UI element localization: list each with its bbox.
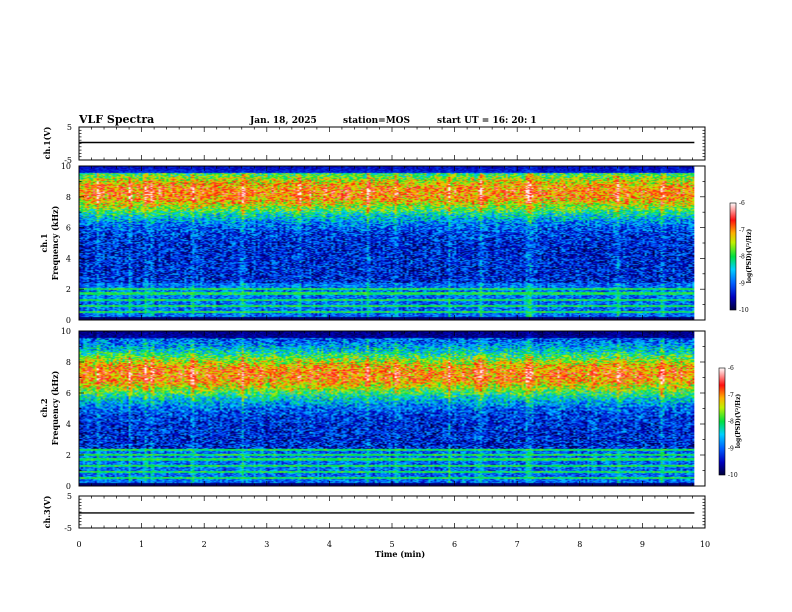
ch1-ytick-label: 6 — [66, 224, 71, 233]
ch2-colorbar-tick-label: -6 — [728, 365, 734, 372]
ch1-voltage-panel: 5 -5 ch.1(V) — [42, 123, 706, 165]
ch2-colorbar-ticks: -6 -7 -8 -9 -10 — [728, 365, 738, 479]
ch2-channel-ylabel: ch.2 — [39, 398, 49, 417]
ch2-colorbar-label: log(PSD)(V²/Hz) — [735, 394, 742, 449]
ch3-voltage-ytick-bottom: -5 — [64, 524, 72, 533]
ch1-spectrogram-yticklabels: 0 2 4 6 8 10 — [61, 162, 71, 325]
ch1-colorbar-tick-label: -6 — [739, 200, 745, 207]
ch1-ytick-label: 4 — [66, 254, 71, 263]
ch1-frequency-ylabel: Frequency (kHz) — [50, 205, 60, 280]
ch1-colorbar-tick-label: -10 — [739, 307, 749, 314]
date-label: Jan. 18, 2025 — [249, 116, 317, 126]
ch1-colorbar-ticks: -6 -7 -8 -9 -10 — [739, 200, 749, 314]
ch2-colorbar-tick-label: -9 — [728, 445, 734, 452]
time-tick-label: 6 — [452, 540, 457, 549]
time-tick-label: 2 — [202, 540, 207, 549]
time-tick-label: 8 — [577, 540, 582, 549]
ch1-spectrogram-panel: 0 2 4 6 8 10 ch.1 Frequency (kHz) — [39, 162, 706, 325]
ch1-ytick-label: 10 — [61, 162, 71, 171]
ch2-spectrogram-yticklabels: 0 2 4 6 8 10 — [61, 327, 71, 491]
ch3-voltage-ytick-top: 5 — [67, 492, 72, 501]
start-ut-label: start UT = 16: 20: 1 — [437, 116, 537, 126]
ch1-colorbar-gradient — [729, 202, 737, 311]
ch1-voltage-ytick-bottom: -5 — [64, 156, 72, 165]
ch2-spectrogram-panel: 0 2 4 6 8 10 ch.2 Frequency (kHz) — [39, 327, 706, 491]
time-tick-label: 0 — [76, 540, 81, 549]
ch2-frequency-ylabel: Frequency (kHz) — [50, 370, 60, 445]
time-tick-label: 9 — [640, 540, 645, 549]
ch3-voltage-ylabel: ch.3(V) — [42, 495, 52, 528]
ch1-voltage-ticks — [78, 126, 706, 161]
figure-title: VLF Spectra — [78, 113, 154, 126]
time-axis-tick-labels: 0 1 2 3 4 5 6 7 8 9 10 — [76, 540, 710, 549]
ch2-ytick-label: 0 — [66, 482, 71, 491]
time-tick-label: 10 — [700, 540, 710, 549]
time-tick-label: 3 — [264, 540, 269, 549]
ch1-spectrogram-ticks — [78, 165, 706, 321]
station-label: station=MOS — [343, 116, 410, 126]
ch1-channel-ylabel: ch.1 — [39, 233, 49, 252]
ch1-ytick-label: 8 — [66, 193, 71, 202]
ch2-colorbar-tick-label: -8 — [728, 419, 734, 426]
ch1-colorbar-tick-label: -7 — [739, 227, 745, 234]
ch2-spectrogram-image — [79, 331, 695, 486]
ch2-spectrogram-ticks — [78, 330, 706, 487]
ch2-ytick-label: 6 — [66, 389, 71, 398]
ch2-colorbar-tick-label: -10 — [728, 472, 738, 479]
ch2-ytick-label: 10 — [61, 327, 71, 336]
time-axis-label: Time (min) — [375, 549, 425, 559]
ch1-voltage-ytick-top: 5 — [67, 123, 72, 132]
ch1-spectrogram-image — [79, 166, 695, 320]
ch2-colorbar: -6 -7 -8 -9 -10 log(PSD)(V²/Hz) — [718, 365, 742, 479]
ch3-voltage-ticks — [78, 495, 706, 529]
ch1-colorbar: -6 -7 -8 -9 -10 log(PSD)(V²/Hz) — [729, 200, 753, 314]
ch1-voltage-ylabel: ch.1(V) — [42, 126, 52, 159]
ch1-ytick-label: 2 — [66, 285, 71, 294]
ch2-ytick-label: 2 — [66, 451, 71, 460]
ch2-ytick-label: 8 — [66, 358, 71, 367]
ch2-colorbar-tick-label: -7 — [728, 392, 734, 399]
ch1-colorbar-tick-label: -9 — [739, 280, 745, 287]
ch2-colorbar-gradient — [718, 367, 726, 476]
time-tick-label: 7 — [515, 540, 520, 549]
ch2-ytick-label: 4 — [66, 420, 71, 429]
ch1-colorbar-label: log(PSD)(V²/Hz) — [746, 229, 753, 284]
ch1-colorbar-tick-label: -8 — [739, 254, 745, 261]
time-tick-label: 1 — [139, 540, 144, 549]
ch1-ytick-label: 0 — [66, 316, 71, 325]
time-tick-label: 4 — [327, 540, 332, 549]
time-tick-label: 5 — [389, 540, 394, 549]
ch3-voltage-panel: 5 -5 ch.3(V) — [42, 492, 706, 533]
